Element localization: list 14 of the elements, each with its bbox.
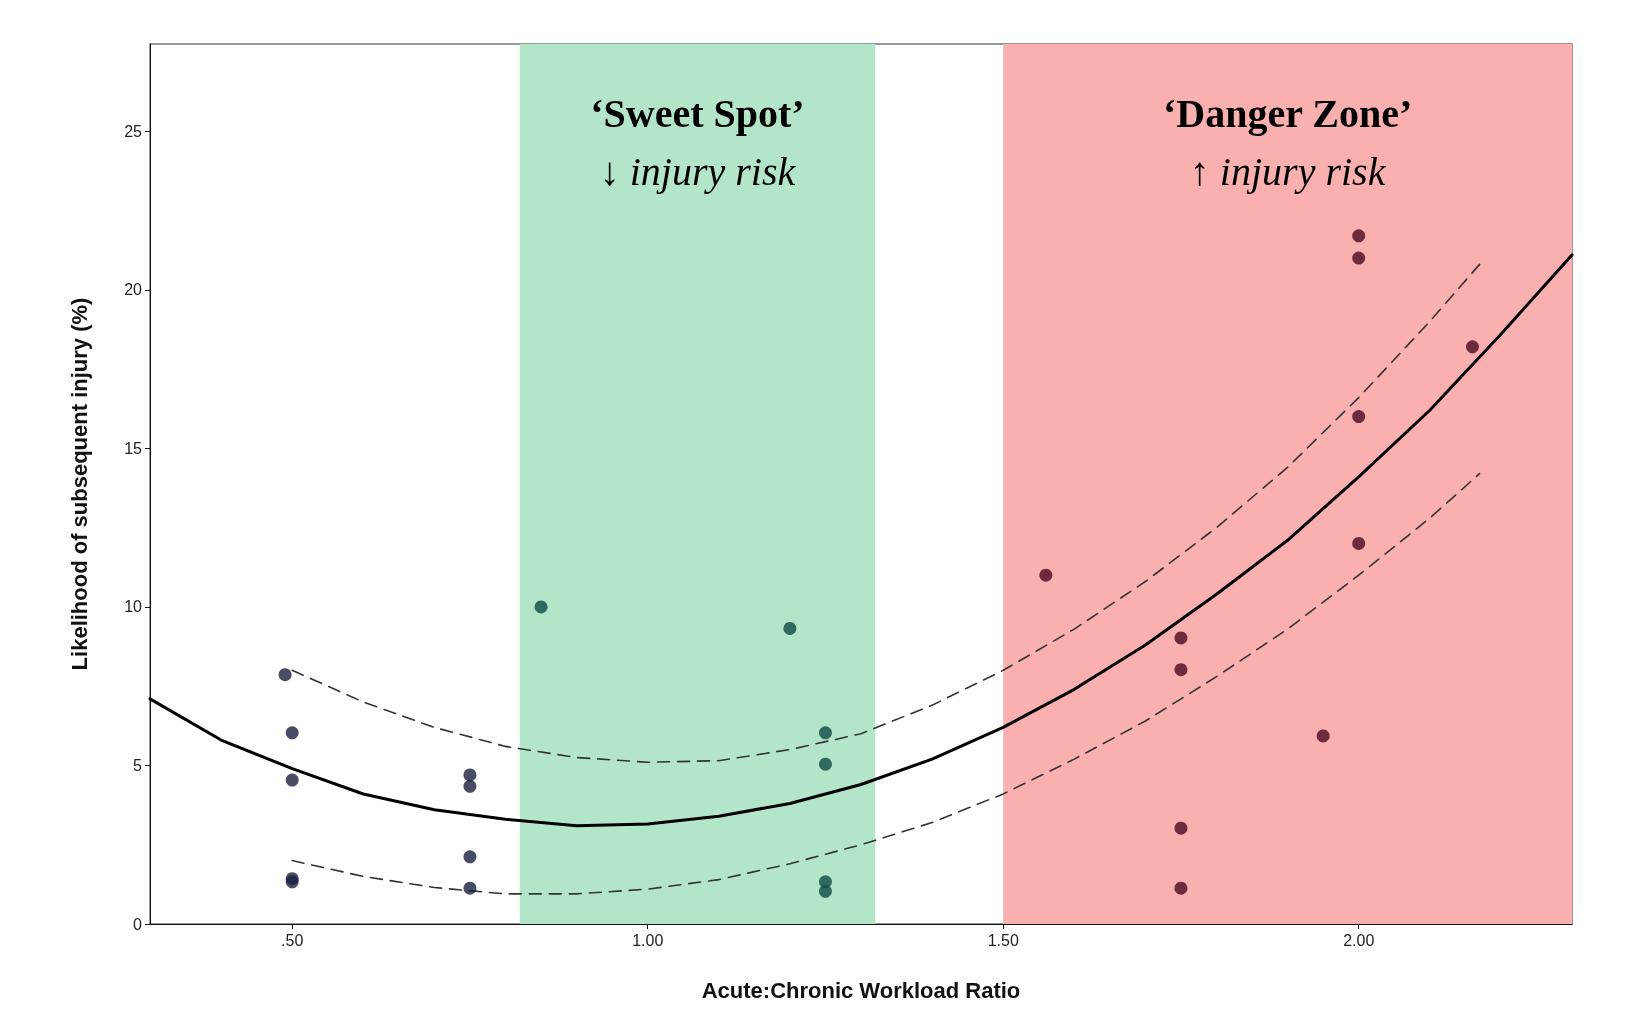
x-tick-label: .50 <box>281 931 304 949</box>
band-label: ‘Sweet Spot’ ↓ injury risk <box>590 90 805 194</box>
x-tick-label: 2.00 <box>1343 931 1375 949</box>
y-tick-label: 25 <box>124 122 143 140</box>
band-label: ‘Danger Zone’ ↑ injury risk <box>1162 90 1413 194</box>
x-axis-title: Acute:Chronic Workload Ratio <box>701 977 1021 1003</box>
x-tick-label: 1.50 <box>987 931 1019 949</box>
x-tick-label: 1.00 <box>632 931 664 949</box>
y-tick-label: 0 <box>133 915 143 933</box>
y-tick-label: 15 <box>124 439 143 457</box>
y-tick-label: 5 <box>133 756 143 774</box>
y-tick-label: 20 <box>124 281 143 299</box>
y-axis-title: Likelihood of subsequent injury (%) <box>66 297 92 671</box>
y-tick-label: 10 <box>124 598 143 616</box>
